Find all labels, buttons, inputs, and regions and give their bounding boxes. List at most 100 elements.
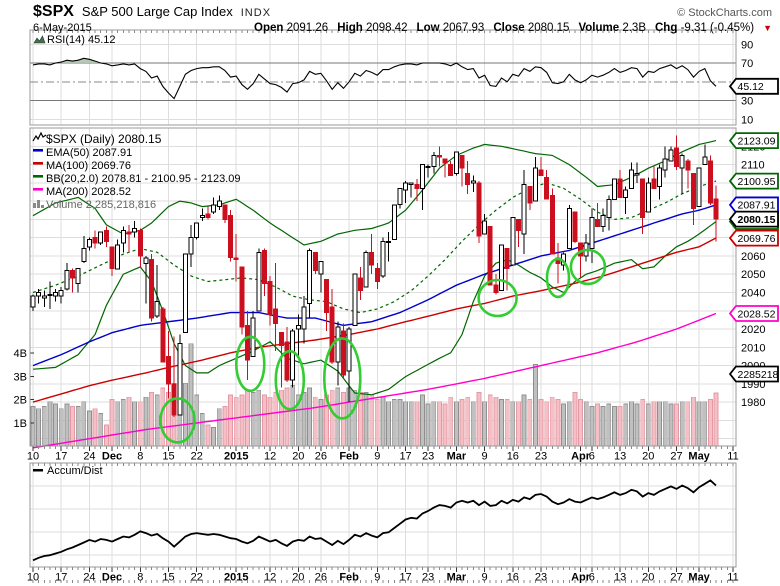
price-axis-label: 2040 xyxy=(741,287,765,299)
stat-low: Low 2067.93 xyxy=(417,22,485,34)
quote-stats: Open 2091.26 High 2098.42 Low 2067.93 Cl… xyxy=(254,22,772,34)
x-axis-tick-label: 22 xyxy=(191,572,203,584)
symbol-name: S&P 500 Large Cap Index xyxy=(81,4,233,19)
green-circle-annotation xyxy=(274,349,306,411)
stat-change: Chg -9.31 (-0.45%) xyxy=(655,22,754,34)
axis-value-box-label: 2100.95 xyxy=(738,176,776,188)
rsi-label: RSI(14) 45.12 xyxy=(47,34,115,46)
rsi-axis-label: 70 xyxy=(741,58,753,70)
price-axis-label: 2110 xyxy=(741,160,765,172)
axis-labels: 10 10 17 17 24 24 Dec Dec 8 8 15 15 22 22 2015 2015 12 12… xyxy=(14,30,765,584)
green-circle-annotation xyxy=(569,248,607,286)
x-axis-tick-label: 26 xyxy=(315,572,327,584)
rsi-axis-label: 30 xyxy=(741,96,753,108)
x-axis-tick-label: 15 xyxy=(162,572,174,584)
panel-borders xyxy=(29,29,737,568)
x-axis-tick-label: May xyxy=(688,572,710,584)
candlesticks xyxy=(30,135,719,417)
x-axis-tick-label: 20 xyxy=(642,572,654,584)
axis-value-box xyxy=(728,132,779,150)
x-axis-tick-label: 23 xyxy=(422,451,434,463)
x-axis-tick-label: Dec xyxy=(102,451,122,463)
copyright: © StockCharts.com xyxy=(677,7,772,19)
stat-close-value: 2080.15 xyxy=(527,22,570,34)
x-axis-tick-label: 8 xyxy=(137,451,143,463)
x-axis-tick-label: 27 xyxy=(670,451,682,463)
x-axis-tick-label: 24 xyxy=(83,572,95,584)
price-legend-icon xyxy=(32,131,47,142)
x-axis-tick-label: 6 xyxy=(589,572,595,584)
stat-low-value: 2067.93 xyxy=(442,22,485,34)
x-axis-tick-label: 17 xyxy=(55,451,67,463)
stat-close: Close 2080.15 xyxy=(493,22,569,34)
stat-change-label: Chg xyxy=(655,22,678,34)
stat-low-label: Low xyxy=(416,22,440,34)
x-axis-tick-label: 2015 xyxy=(224,451,248,463)
stat-volume-label: Volume xyxy=(578,22,620,34)
axis-value-box-label: 45.12 xyxy=(738,81,764,93)
green-circle-annotation xyxy=(545,257,571,299)
x-axis-tick-label: May xyxy=(688,451,710,463)
overlay-lines xyxy=(32,140,717,449)
x-axis-tick-label: 9 xyxy=(374,572,380,584)
x-axis-tick-label: 24 xyxy=(83,451,95,463)
x-axis-tick-label: 23 xyxy=(535,451,547,463)
stat-open-label: Open xyxy=(254,22,284,34)
axis-value-boxes: 2123.092100.952078.812087.912080.152069.… xyxy=(728,77,779,383)
price-axis-label: 2060 xyxy=(741,251,765,263)
price-axis-label: 1980 xyxy=(741,397,765,409)
green-circle-annotation xyxy=(235,335,266,393)
x-axis-tick-label: Mar xyxy=(447,451,467,463)
x-axis-tick-label: 26 xyxy=(315,451,327,463)
x-axis-tick-label: 17 xyxy=(399,572,411,584)
accum-dist-plot xyxy=(32,479,717,562)
x-axis-tick-label: 11 xyxy=(727,572,738,584)
axis-value-box xyxy=(728,172,779,190)
stat-high-label: High xyxy=(337,22,363,34)
price-axis-label: 2020 xyxy=(741,324,765,336)
volume-axis-label: 2B xyxy=(14,395,27,407)
rsi-axis-label: 10 xyxy=(741,114,753,126)
x-axis-tick-label: 17 xyxy=(55,572,67,584)
volume-axis-label: 1B xyxy=(14,418,27,430)
x-axis-tick-label: 23 xyxy=(422,572,434,584)
x-axis-tick-label: 20 xyxy=(292,572,304,584)
x-axis-tick-label: 23 xyxy=(535,572,547,584)
axis-value-box xyxy=(728,210,779,228)
accum-dist-legend-icon xyxy=(33,469,43,472)
volume-axis-label: 4B xyxy=(14,348,27,360)
x-axis-tick-label: Mar xyxy=(447,572,467,584)
volume-bars xyxy=(30,343,719,447)
exchange: INDX xyxy=(240,7,272,19)
quote-row: 6-May-2015 Open 2091.26 High 2098.42 Low… xyxy=(33,22,772,34)
x-axis-tick-label: 12 xyxy=(264,572,276,584)
stat-change-value: -9.31 (-0.45%) xyxy=(680,22,755,34)
legend-ma200: MA(200) 2028.52 xyxy=(46,186,131,198)
legend-bollinger: BB(20,2.0) 2078.81 - 2100.95 - 2123.09 xyxy=(46,173,240,185)
rsi-mountain-icon xyxy=(33,35,46,44)
axis-value-box-label: 2028.52 xyxy=(738,308,776,320)
title-row: $SPX S&P 500 Large Cap Index INDX © Stoc… xyxy=(33,3,772,21)
gridlines xyxy=(30,30,736,567)
change-down-triangle-icon: ▼ xyxy=(763,23,772,33)
x-axis-tick-label: 20 xyxy=(292,451,304,463)
stat-volume: Volume 2.3B xyxy=(578,22,646,34)
stat-close-label: Close xyxy=(493,22,525,34)
axis-value-box xyxy=(728,77,779,95)
x-axis-tick-label: 17 xyxy=(399,451,411,463)
x-axis-tick-label: 11 xyxy=(727,451,738,463)
axis-value-box-label: 2087.91 xyxy=(738,200,776,212)
x-axis-tick-label: 27 xyxy=(670,572,682,584)
symbol: $SPX xyxy=(33,3,74,20)
legend-volume: Volume 2,285,218,816 xyxy=(46,199,156,211)
rsi-axis-label: 90 xyxy=(741,39,753,51)
x-axis-tick-label: 2015 xyxy=(224,572,248,584)
legend-swatch xyxy=(33,149,43,152)
axis-value-box-label: 2285218 xyxy=(738,369,779,381)
x-axis-tick-label: 9 xyxy=(482,572,488,584)
annotation-circles xyxy=(159,248,607,444)
axis-value-box-label: 2123.09 xyxy=(738,135,776,147)
x-axis-tick-label: Dec xyxy=(102,572,122,584)
axis-value-box-label: 2080.15 xyxy=(738,214,776,226)
